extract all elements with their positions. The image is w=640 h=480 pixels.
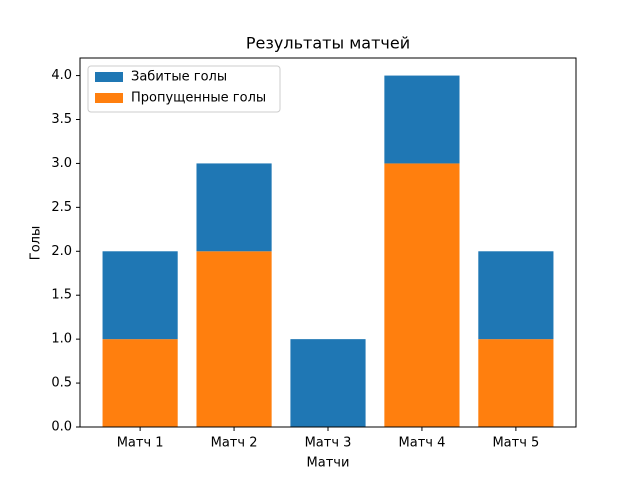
bar [196,163,272,252]
chart-title: Результаты матчей [246,34,410,53]
bar [102,251,178,340]
legend-label: Пропущенные голы [131,91,266,106]
y-tick-label: 2.5 [51,200,72,215]
bar [290,339,366,427]
bar [102,339,178,427]
x-tick-label: Матч 1 [117,436,164,451]
bar [384,75,460,164]
legend-swatch [95,93,123,103]
x-tick-label: Матч 3 [305,436,352,451]
y-tick-label: 1.0 [51,332,72,347]
bar [196,251,272,427]
x-axis-label: Матчи [307,456,350,471]
legend-box [87,65,281,113]
y-tick-label: 0.5 [51,376,72,391]
y-tick-label: 1.5 [51,288,72,303]
plot-frame [79,57,577,428]
legend-label: Забитые голы [131,70,227,85]
bar [478,339,554,427]
y-tick-label: 0.0 [51,420,72,435]
x-tick-label: Матч 2 [211,436,258,451]
bar [478,251,554,340]
y-tick-label: 4.0 [51,68,72,83]
x-tick-label: Матч 4 [399,436,446,451]
x-tick-label: Матч 5 [492,436,539,451]
legend-swatch [95,72,123,82]
y-tick-label: 3.0 [51,156,72,171]
bar [384,163,460,427]
y-tick-label: 3.5 [51,112,72,127]
y-tick-label: 2.0 [51,244,72,259]
y-axis-label: Голы [29,226,44,260]
